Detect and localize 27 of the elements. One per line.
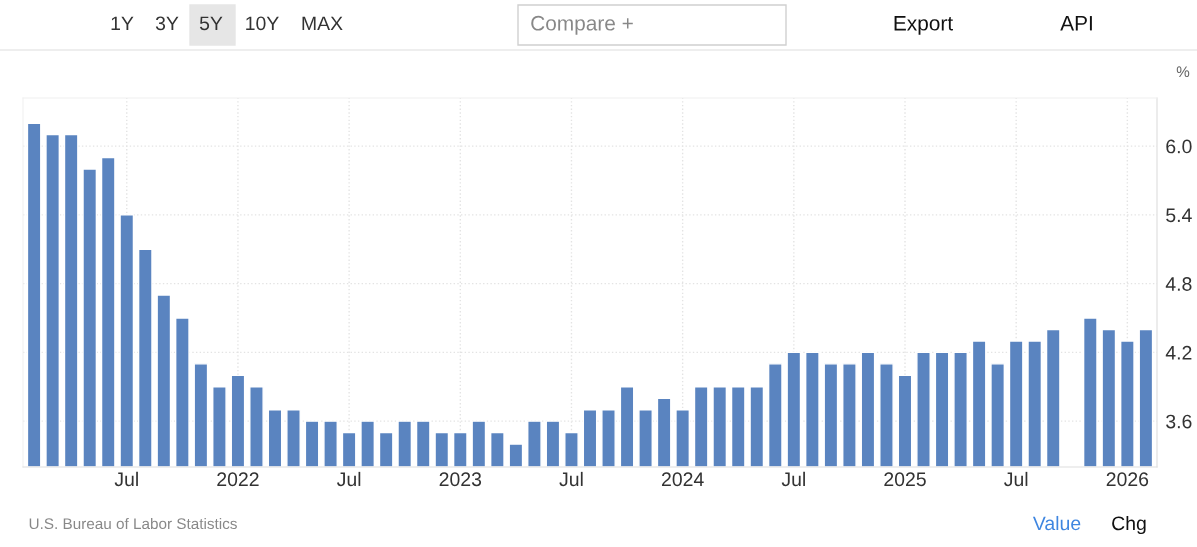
text: API	[1060, 16, 1092, 31]
text: Export	[894, 16, 953, 35]
x-tick-label: 2024	[662, 472, 704, 487]
x-tick-label: Jul	[114, 471, 138, 487]
x-tick-label: 2023	[439, 472, 482, 487]
x-tick-label: 2025	[884, 472, 926, 487]
x-tick-label: 2026	[1106, 472, 1149, 487]
text: Compare +	[531, 15, 633, 35]
y-tick-label: 5.4	[1166, 208, 1192, 223]
text: 1Y	[111, 16, 134, 31]
x-tick-label: Jul	[559, 471, 583, 487]
text: Chg	[1112, 515, 1146, 535]
y-tick-label: 6.0	[1166, 139, 1192, 154]
y-tick-label: 4.8	[1165, 277, 1192, 291]
x-tick-label: Jul	[781, 471, 805, 487]
x-tick-label: Jul	[336, 471, 361, 487]
x-tick-label: Jul	[1004, 471, 1028, 487]
text: 10Y	[246, 16, 279, 31]
y-tick-label: 3.6	[1166, 414, 1192, 429]
text: U.S. Bureau of Labor Statistics	[29, 517, 237, 530]
y-axis-title: %	[1176, 66, 1190, 78]
x-tick-label: 2022	[217, 472, 259, 487]
text: 5Y	[199, 16, 223, 31]
y-tick-label: 4.2	[1165, 345, 1192, 360]
text: 3Y	[155, 16, 179, 31]
text: MAX	[302, 16, 343, 31]
text: Value	[1032, 515, 1081, 531]
